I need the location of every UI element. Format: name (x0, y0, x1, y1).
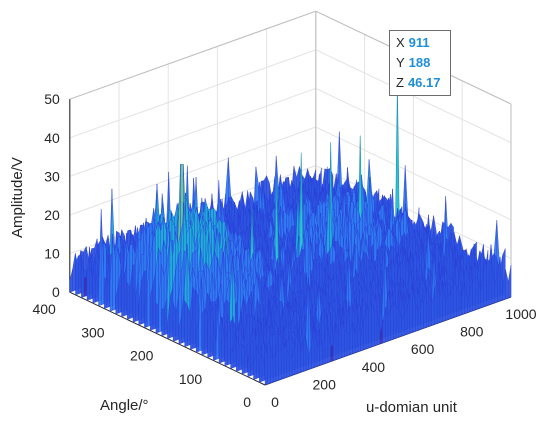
surface-strip (121, 276, 125, 318)
surface-strip (210, 308, 214, 357)
x-tick-label: 1000 (505, 306, 536, 322)
datatip-x-value: 911 (408, 35, 430, 50)
surface-strip (344, 330, 348, 357)
datatip-z-label: Z (396, 75, 404, 90)
surface-strip (126, 282, 131, 320)
datatip-y-value: 188 (408, 55, 431, 70)
datatip-z-value: 46.17 (407, 75, 441, 90)
x-tick-label: 400 (362, 359, 386, 375)
x-tick-label: 200 (313, 376, 337, 392)
surface-strip (456, 286, 460, 317)
surface-strip (289, 356, 293, 377)
surface-strip (267, 355, 271, 385)
surface-strip (324, 326, 329, 364)
y-axis-label: Angle/° (100, 397, 149, 414)
surface-strip (365, 308, 370, 350)
surface-strip (393, 302, 397, 340)
surface-strip (303, 338, 307, 372)
surface-strip (390, 302, 394, 341)
surface-strip (508, 265, 512, 299)
z-tick-label: 40 (44, 130, 60, 146)
z-tick-label: 0 (52, 284, 60, 300)
z-tick-label: 50 (44, 91, 60, 107)
datatip-y-row: Y 188 (396, 53, 450, 73)
x-axis-label: u-domian unit (366, 399, 458, 416)
surface-strip (434, 281, 438, 325)
surface-strip (275, 349, 279, 382)
surface-strip (78, 254, 82, 295)
surface-strip (319, 341, 323, 366)
z-gridline (69, 87, 512, 182)
surface-row (264, 256, 512, 386)
surface-strip (404, 309, 408, 336)
x-tick-label: 0 (271, 394, 279, 410)
surface-strip (396, 306, 400, 339)
surface-strip (204, 308, 208, 355)
z-tick-label: 20 (44, 207, 60, 223)
surface-strip (86, 267, 91, 301)
surface-strip (447, 293, 452, 320)
y-tick-label: 200 (130, 348, 154, 364)
surface-strip (426, 287, 430, 328)
surface-strip (368, 303, 372, 349)
box-edge (69, 10, 316, 100)
surface-strip (483, 262, 487, 308)
y-tick-label: 100 (179, 371, 203, 387)
surface-strip (475, 277, 479, 310)
surface-strip (230, 348, 234, 369)
x-tick-label: 600 (411, 341, 435, 357)
surface-strip (72, 253, 76, 292)
x-tick-label: 800 (460, 324, 484, 340)
datatip-x-label: X (396, 35, 405, 50)
datatip[interactable]: X 911 Y 188 Z 46.17 (389, 30, 451, 96)
surface-mesh (69, 82, 512, 386)
surface-strip (241, 343, 246, 375)
surface-strip (330, 343, 334, 362)
surface-strip (161, 308, 165, 337)
y-tick-label: 0 (243, 394, 251, 410)
surface-strip (83, 276, 87, 297)
datatip-x-row: X 911 (396, 33, 450, 53)
surface-strip (201, 308, 205, 356)
surface-strip (218, 317, 223, 364)
surface-strip (486, 259, 490, 307)
z-tick-label: 30 (44, 168, 60, 184)
y-tick-label: 400 (32, 301, 56, 317)
surface-strip (472, 277, 476, 311)
y-tick-label: 300 (81, 324, 105, 340)
surface-strip (238, 344, 243, 371)
surface-strip (259, 353, 263, 383)
surface-strip (453, 280, 457, 318)
datatip-z-row: Z 46.17 (396, 73, 450, 93)
surface-strip (505, 269, 509, 300)
surface-strip (112, 233, 116, 311)
surface-strip (346, 331, 350, 356)
surface-strip (278, 350, 282, 381)
surface-strip (409, 286, 413, 334)
z-axis-label: Amplitude/V (9, 157, 26, 238)
surface-strip (184, 300, 188, 348)
datatip-y-label: Y (396, 55, 405, 70)
surface-strip (250, 340, 254, 377)
surface-strip (227, 327, 231, 366)
surface-strip (169, 287, 174, 338)
surface-strip (270, 354, 274, 384)
axis-ticks: 0 10 20 30 40 50 0 200 400 600 800 1000 0 100 200 300 40… (32, 91, 536, 410)
surface-strip (273, 353, 277, 383)
surface-strip (374, 310, 378, 347)
surface-strip (420, 300, 424, 330)
z-tick-label: 10 (44, 246, 60, 262)
surface-strip (155, 302, 159, 334)
surface-strip (488, 259, 493, 306)
